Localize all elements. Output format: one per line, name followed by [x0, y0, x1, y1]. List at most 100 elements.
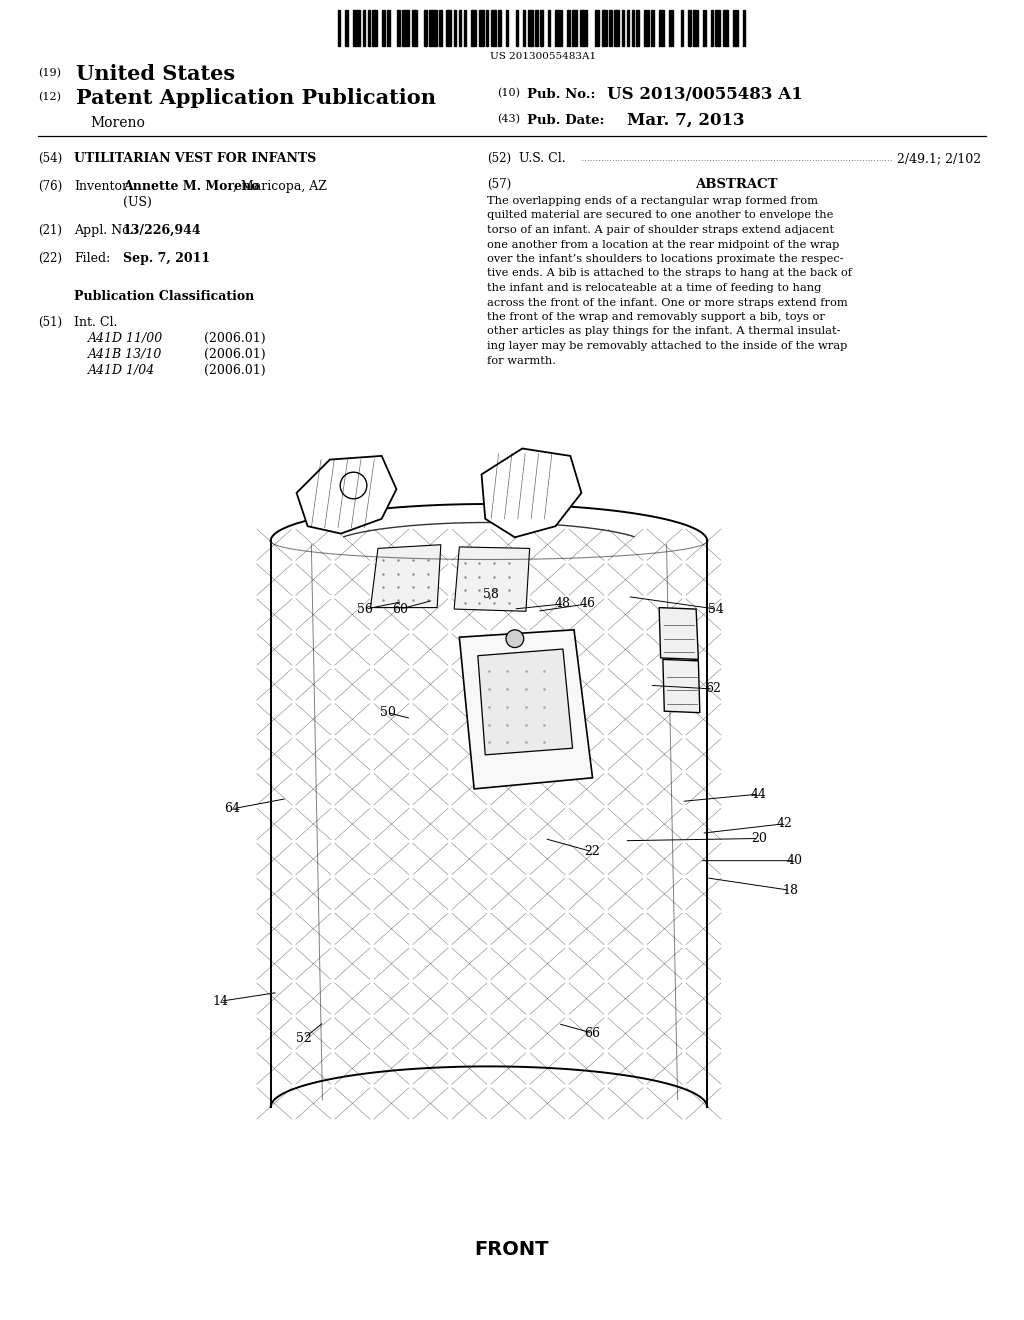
Bar: [486, 11, 488, 46]
Text: Inventor:: Inventor:: [74, 180, 132, 193]
Polygon shape: [460, 630, 593, 789]
Bar: [446, 11, 452, 46]
Polygon shape: [297, 455, 396, 533]
Text: other articles as play things for the infant. A thermal insulat-: other articles as play things for the in…: [486, 326, 840, 337]
Text: A41B 13/10: A41B 13/10: [88, 348, 163, 360]
Text: Moreno: Moreno: [90, 116, 144, 129]
Bar: [397, 11, 399, 46]
Bar: [703, 11, 706, 46]
Polygon shape: [478, 649, 572, 755]
Polygon shape: [371, 545, 441, 607]
Text: , Maricopa, AZ: , Maricopa, AZ: [233, 180, 327, 193]
Text: 64: 64: [224, 803, 241, 816]
Bar: [614, 11, 620, 46]
Bar: [580, 11, 587, 46]
Bar: [338, 11, 340, 46]
Bar: [536, 11, 538, 46]
Text: Int. Cl.: Int. Cl.: [74, 315, 118, 329]
Polygon shape: [481, 449, 582, 537]
Polygon shape: [659, 607, 698, 660]
Text: across the front of the infant. One or more straps extend from: across the front of the infant. One or m…: [486, 297, 848, 308]
Bar: [412, 11, 417, 46]
Text: 50: 50: [380, 706, 395, 719]
Text: Mar. 7, 2013: Mar. 7, 2013: [627, 112, 744, 129]
Text: 48: 48: [555, 598, 571, 610]
Text: (76): (76): [38, 180, 62, 193]
Text: 42: 42: [777, 817, 793, 830]
Bar: [602, 11, 607, 46]
Text: ABSTRACT: ABSTRACT: [695, 178, 777, 191]
Bar: [478, 11, 483, 46]
Bar: [711, 11, 713, 46]
Bar: [622, 11, 625, 46]
Text: UTILITARIAN VEST FOR INFANTS: UTILITARIAN VEST FOR INFANTS: [74, 152, 316, 165]
Text: Filed:: Filed:: [74, 252, 111, 265]
Bar: [345, 11, 348, 46]
Bar: [632, 11, 634, 46]
Bar: [693, 11, 698, 46]
Bar: [373, 11, 378, 46]
Text: Sep. 7, 2011: Sep. 7, 2011: [123, 252, 210, 265]
Text: (52): (52): [486, 152, 511, 165]
Text: U.S. Cl.: U.S. Cl.: [518, 152, 565, 165]
Bar: [555, 11, 562, 46]
Bar: [523, 11, 525, 46]
Text: 46: 46: [580, 598, 595, 610]
Bar: [637, 11, 639, 46]
Text: A41D 1/04: A41D 1/04: [88, 364, 156, 378]
Text: 66: 66: [585, 1027, 600, 1040]
Polygon shape: [455, 546, 529, 611]
Bar: [464, 11, 466, 46]
Polygon shape: [663, 660, 699, 713]
Bar: [459, 11, 461, 46]
Polygon shape: [270, 504, 708, 1107]
Bar: [567, 11, 570, 46]
Text: (2006.01): (2006.01): [204, 364, 265, 378]
Bar: [681, 11, 683, 46]
Bar: [368, 11, 370, 46]
Bar: [454, 11, 457, 46]
Bar: [541, 11, 543, 46]
Text: Pub. No.:: Pub. No.:: [526, 88, 595, 102]
Text: the infant and is relocateable at a time of feeding to hang: the infant and is relocateable at a time…: [486, 282, 821, 293]
Text: the front of the wrap and removably support a bib, toys or: the front of the wrap and removably supp…: [486, 312, 824, 322]
Bar: [742, 11, 745, 46]
Bar: [515, 11, 518, 46]
Bar: [471, 11, 476, 46]
Text: 22: 22: [585, 845, 600, 858]
Bar: [429, 11, 436, 46]
Text: 58: 58: [483, 587, 499, 601]
Text: Annette M. Moreno: Annette M. Moreno: [123, 180, 259, 193]
Text: A41D 11/00: A41D 11/00: [88, 333, 163, 345]
Text: Publication Classification: Publication Classification: [74, 290, 254, 304]
Text: (19): (19): [38, 69, 61, 78]
Bar: [362, 11, 366, 46]
Bar: [402, 11, 410, 46]
Bar: [382, 11, 385, 46]
Bar: [424, 11, 427, 46]
Bar: [658, 11, 664, 46]
Text: 40: 40: [786, 854, 803, 867]
Text: torso of an infant. A pair of shoulder straps extend adjacent: torso of an infant. A pair of shoulder s…: [486, 224, 834, 235]
Text: 56: 56: [357, 602, 374, 615]
Bar: [651, 11, 653, 46]
Text: 54: 54: [709, 602, 724, 615]
Bar: [733, 11, 737, 46]
Bar: [499, 11, 501, 46]
Bar: [688, 11, 691, 46]
Text: 18: 18: [782, 884, 798, 896]
Bar: [609, 11, 611, 46]
Bar: [387, 11, 390, 46]
Bar: [716, 11, 720, 46]
Bar: [548, 11, 550, 46]
Bar: [595, 11, 599, 46]
Text: one another from a location at the rear midpoint of the wrap: one another from a location at the rear …: [486, 239, 839, 249]
Text: US 20130055483A1: US 20130055483A1: [489, 51, 596, 61]
Text: Pub. Date:: Pub. Date:: [526, 114, 604, 127]
Bar: [352, 11, 360, 46]
Text: 44: 44: [751, 788, 767, 800]
Text: (2006.01): (2006.01): [204, 333, 265, 345]
Bar: [439, 11, 441, 46]
Text: 60: 60: [392, 602, 409, 615]
Bar: [669, 11, 674, 46]
